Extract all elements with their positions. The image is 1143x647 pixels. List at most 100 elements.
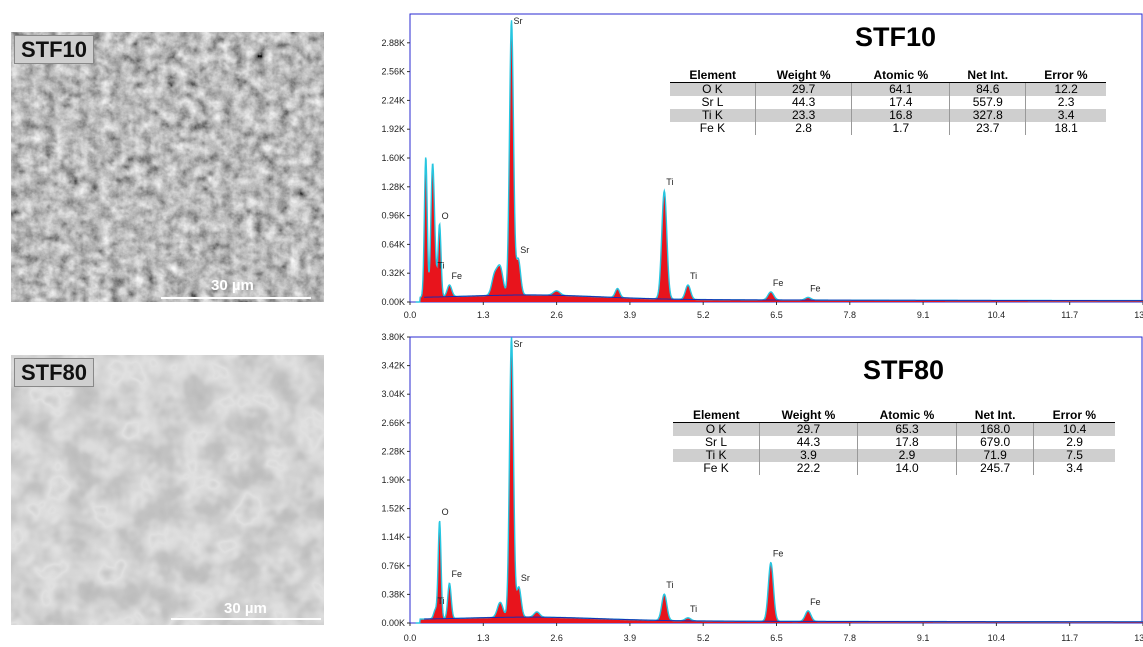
scale-bar-stf80	[171, 618, 321, 620]
x-tick-label: 9.1	[917, 310, 930, 320]
cell: Fe K	[703, 461, 729, 475]
x-tick-label: 9.1	[917, 633, 930, 643]
sem-texture-stf10	[11, 32, 324, 302]
table-row: O K 29.7 64.1 84.6 12.2	[670, 82, 1106, 96]
peak-label: Fe	[810, 283, 821, 293]
y-tick-label: 2.28K	[381, 446, 405, 456]
peak-label: O	[442, 211, 449, 221]
cell: Sr L	[701, 95, 724, 109]
y-tick-label: 1.90K	[381, 475, 405, 485]
y-tick-label: 2.66K	[381, 418, 405, 428]
cell: Sr L	[705, 435, 728, 449]
cell: 2.9	[1033, 436, 1115, 449]
cell: O K	[670, 82, 756, 96]
y-tick-label: 1.14K	[381, 532, 405, 542]
x-tick-label: 6.5	[770, 310, 783, 320]
eds-spectrum-svg-stf10: 0.00K 0.32K 0.64K 0.96K 1.28K 1.60K 1.92K 2.24K…	[381, 13, 1143, 320]
spectrum-trace	[415, 20, 1143, 303]
cell: 65.3	[856, 422, 957, 436]
x-tick-label: 5.2	[697, 633, 710, 643]
sem-texture-stf80	[11, 355, 324, 625]
cell: O K	[673, 422, 760, 436]
cell: 17.4	[851, 96, 950, 109]
peak-label: Ti	[690, 271, 697, 281]
peak-label: Fe	[451, 569, 462, 579]
plot-frame	[409, 13, 1143, 303]
composition-table-stf10: Element Weight % Atomic % Net Int. Error…	[670, 68, 1106, 135]
x-tick-label: 10.4	[988, 633, 1006, 643]
y-tick-label: 0.00K	[381, 618, 405, 628]
y-tick-label: 1.60K	[381, 153, 405, 163]
cell: 3.4	[1025, 109, 1106, 122]
y-tick-label: 0.64K	[381, 239, 405, 249]
table-row: Fe K 2.8 1.7 23.7 18.1	[670, 122, 1106, 135]
table-row: Fe K 22.2 14.0 245.7 3.4	[673, 462, 1115, 475]
eds-spectrum-svg-stf80: 0.00K 0.38K 0.76K 1.14K 1.52K 1.90K 2.28K 2.66K…	[381, 333, 1143, 643]
peak-label: Ti	[690, 604, 697, 614]
col-error: Error %	[1033, 408, 1115, 423]
peak-label: Sr	[521, 573, 530, 583]
peak-label: Ti	[666, 580, 673, 590]
sample-label-stf10: STF10	[14, 35, 95, 64]
y-tick-label: 1.92K	[381, 124, 405, 134]
table-row: Sr L 44.3 17.4 557.9 2.3	[670, 96, 1106, 109]
cell: 18.1	[1025, 122, 1106, 135]
x-tick-label: 11.7	[1061, 633, 1078, 643]
x-tick-label: 10.4	[988, 310, 1006, 320]
x-tick-label: 1.3	[477, 310, 490, 320]
eds-spectrum-stf10: 0.00K 0.32K 0.64K 0.96K 1.28K 1.60K 1.92K 2.24K…	[355, 10, 1143, 326]
cell: 10.4	[1033, 422, 1115, 436]
y-tick-label: 3.80K	[381, 333, 405, 342]
x-tick-label: 3.9	[624, 633, 637, 643]
y-tick-label: 1.52K	[381, 504, 405, 514]
peak-label: Sr	[513, 16, 522, 26]
x-tick-label: 0.0	[404, 633, 417, 643]
table-header-row: Element Weight % Atomic % Net Int. Error…	[673, 408, 1115, 423]
spectrum-title-stf80: STF80	[863, 355, 945, 385]
y-tick-label: 2.88K	[381, 38, 405, 48]
y-tick-label: 0.32K	[381, 268, 405, 278]
x-tick-label: 2.6	[550, 633, 563, 643]
x-tick-label: 6.5	[770, 633, 783, 643]
col-weight: Weight %	[755, 68, 852, 83]
col-element: Element	[670, 68, 756, 83]
col-error: Error %	[1025, 68, 1106, 83]
peak-label: Sr	[513, 339, 522, 349]
table-row: Sr L 44.3 17.8 679.0 2.9	[673, 436, 1115, 449]
scale-label-stf10: 30 µm	[211, 277, 254, 294]
cell: 2.8	[754, 122, 852, 135]
y-tick-label: 2.56K	[381, 67, 405, 77]
cell: 3.4	[1033, 462, 1115, 475]
peak-label: Ti	[666, 177, 673, 187]
cell: 22.2	[759, 462, 858, 475]
cell: Ti K	[670, 109, 756, 122]
cell: Fe K	[699, 121, 726, 135]
col-element: Element	[673, 408, 760, 423]
x-tick-label: 2.6	[550, 310, 563, 320]
col-netint: Net Int.	[956, 408, 1034, 423]
background-fit	[424, 616, 1143, 623]
x-tick-label: 13.0	[1134, 310, 1143, 320]
sem-image-stf10: STF10 30 µm	[11, 32, 324, 302]
cell: 12.2	[1025, 82, 1106, 96]
cell: 557.9	[949, 96, 1026, 109]
peak-label: Sr	[520, 245, 529, 255]
peak-label: Fe	[810, 597, 821, 607]
col-atomic: Atomic %	[857, 408, 957, 423]
peak-label: O	[442, 507, 449, 517]
y-tick-label: 2.24K	[381, 95, 405, 105]
cell: 3.9	[759, 449, 858, 462]
cell: 245.7	[956, 462, 1034, 475]
cell: 17.8	[856, 436, 957, 449]
y-tick-label: 0.00K	[381, 297, 405, 307]
cell: 23.3	[754, 109, 852, 122]
x-tick-label: 1.3	[477, 633, 490, 643]
table-row: Ti K 3.9 2.9 71.9 7.5	[673, 449, 1115, 462]
cell: 2.9	[856, 449, 957, 462]
scale-bar-stf10	[161, 297, 311, 299]
peak-label: Fe	[773, 278, 784, 288]
x-tick-label: 11.7	[1061, 310, 1078, 320]
y-tick-label: 0.38K	[381, 589, 405, 599]
table-row: Ti K 23.3 16.8 327.8 3.4	[670, 109, 1106, 122]
cell: 29.7	[754, 82, 852, 96]
